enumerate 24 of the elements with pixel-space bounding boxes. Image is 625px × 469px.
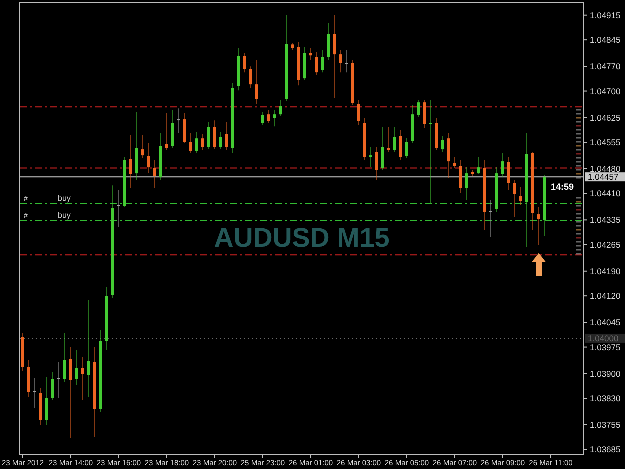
y-tick-label: 1.03830 [590, 394, 621, 404]
ref-line-label: 1.04457 [588, 172, 619, 182]
y-tick-label: 1.03900 [590, 368, 621, 379]
y-tick-label: 1.04120 [590, 291, 621, 302]
y-tick-label: 1.04480 [590, 164, 621, 174]
ref-line-label: buy [58, 210, 71, 220]
y-tick-label: 1.03975 [590, 342, 621, 352]
y-tick-label: 1.04770 [590, 62, 621, 72]
y-tick-label: 1.04335 [590, 215, 621, 226]
y-tick-label: 1.04845 [590, 35, 621, 46]
y-tick-label: 1.04915 [590, 10, 621, 20]
ref-line-label: buy [58, 194, 71, 203]
y-tick-label: 1.04190 [590, 266, 621, 276]
y-tick-label: 1.04555 [590, 137, 621, 148]
y-tick-label: 1.04625 [590, 112, 621, 123]
y-tick-label: 1.04045 [590, 318, 621, 328]
y-tick-label: 1.03685 [590, 444, 621, 455]
y-tick-label: 1.04410 [590, 188, 621, 199]
y-tick-label: 1.03755 [590, 420, 621, 430]
text: AUDUSD M15 [214, 223, 390, 253]
y-tick-label: 1.04700 [590, 86, 621, 96]
y-tick-label: 1.04265 [590, 240, 621, 250]
annotation: 14:59 [550, 182, 574, 192]
ref-line-label: 1.04000 [588, 333, 619, 344]
